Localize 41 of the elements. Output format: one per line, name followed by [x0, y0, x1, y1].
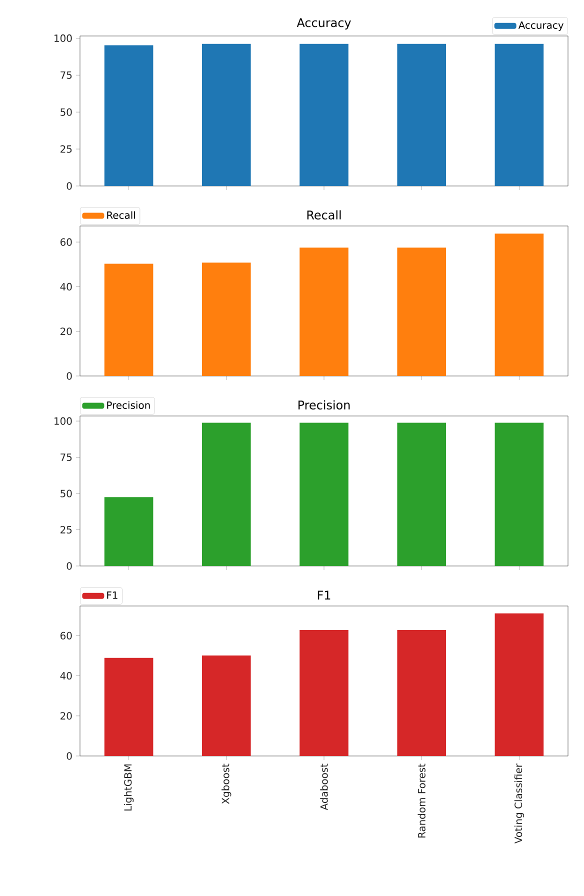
- y-tick-label: 0: [66, 182, 72, 190]
- chart-title: Precision: [298, 400, 350, 410]
- bar: [300, 630, 348, 756]
- bar: [104, 658, 154, 756]
- bar: [494, 234, 544, 376]
- bar: [397, 248, 446, 376]
- legend-label: Accuracy: [518, 22, 564, 31]
- y-tick-label: 60: [60, 632, 72, 640]
- y-tick-label: 40: [60, 672, 72, 680]
- x-tick-label: Xgboost: [222, 764, 232, 804]
- y-tick-label: 25: [60, 526, 72, 534]
- bar: [300, 248, 348, 376]
- y-tick-label: 75: [60, 454, 72, 461]
- legend-label: Recall: [107, 211, 135, 219]
- x-tick-label: Voting Classifier: [514, 764, 524, 844]
- legend-label: Precision: [107, 401, 150, 409]
- y-tick-label: 20: [60, 712, 72, 720]
- y-tick-label: 20: [60, 328, 72, 336]
- chart-title: Recall: [307, 210, 341, 220]
- y-tick-label: 25: [60, 145, 72, 153]
- x-tick-label: LightGBM: [124, 764, 134, 811]
- y-tick-label: 60: [60, 238, 72, 246]
- bar: [202, 262, 251, 376]
- y-tick-label: 50: [60, 490, 72, 498]
- legend-label: F1: [107, 592, 118, 599]
- y-tick-label: 50: [60, 108, 72, 116]
- y-tick-label: 0: [66, 752, 72, 760]
- bar: [202, 656, 251, 756]
- x-tick-label: Adaboost: [320, 764, 328, 810]
- bar: [494, 613, 544, 756]
- y-tick-label: 100: [54, 417, 72, 425]
- bar: [397, 630, 446, 756]
- y-tick-label: 40: [60, 282, 72, 290]
- bar: [104, 264, 154, 376]
- y-tick-label: 0: [66, 372, 72, 380]
- chart-title: F1: [318, 590, 330, 600]
- chart-title: Accuracy: [296, 18, 351, 30]
- x-tick-label: Random Forest: [418, 764, 426, 838]
- y-tick-label: 75: [60, 71, 72, 79]
- y-tick-label: 0: [66, 562, 72, 570]
- y-tick-label: 100: [54, 34, 72, 42]
